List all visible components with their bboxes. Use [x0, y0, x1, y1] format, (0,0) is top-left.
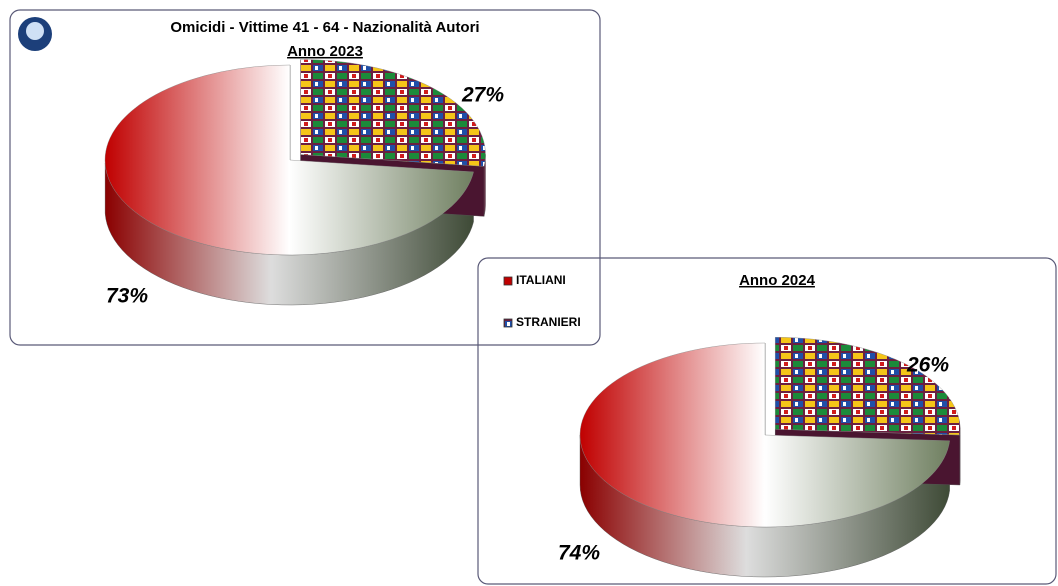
value-label: 73%	[106, 285, 148, 308]
slice	[775, 337, 961, 436]
value-label: 27%	[461, 84, 504, 107]
legend-swatch	[503, 276, 513, 286]
value-label: 74%	[558, 542, 600, 565]
legend-label: ITALIANI	[516, 273, 566, 287]
chart-subtitle: Anno 2023	[287, 43, 363, 60]
logo-inner	[26, 22, 44, 40]
chart-title: Omicidi - Vittime 41 - 64 - Nazionalità …	[170, 19, 479, 36]
panel-2024	[477, 257, 1057, 585]
slice	[579, 342, 950, 528]
value-label: 26%	[906, 354, 949, 377]
slice	[104, 64, 474, 256]
chart-subtitle: Anno 2024	[739, 272, 816, 289]
legend: ITALIANI STRANIERI	[503, 273, 581, 329]
slice	[300, 59, 486, 167]
legend-label: STRANIERI	[516, 315, 581, 329]
legend-swatch	[503, 318, 513, 328]
